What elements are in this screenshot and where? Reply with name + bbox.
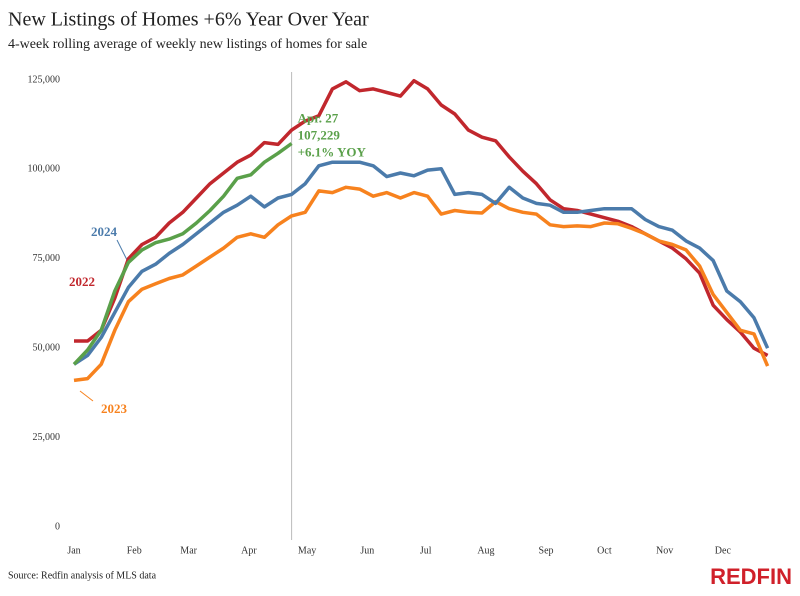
value-label: 107,229 [298,128,341,143]
chart-subtitle: 4-week rolling average of weekly new lis… [8,37,367,52]
y-tick-label: 100,000 [28,164,61,175]
series-label: 2024 [91,224,118,239]
annotation: Apr. 27 [298,111,339,126]
series-line [72,142,293,366]
x-tick-label: Aug [477,545,494,556]
x-tick-label: Jul [420,545,432,556]
source: Source: Redfin analysis of MLS data [8,570,157,581]
x-tick-label: Feb [127,545,142,556]
y-tick-label: 25,000 [33,432,61,443]
x-tick-label: May [298,545,316,556]
x-tick-label: Oct [597,545,612,556]
y-tick-label: 75,000 [33,253,61,264]
y-tick-label: 0 [55,521,60,532]
y-tick-label: 125,000 [28,74,61,85]
x-tick-label: Apr [241,545,257,556]
series-line [74,78,769,357]
x-tick-label: Jun [360,545,374,556]
chart-title: New Listings of Homes +6% Year Over Year [8,9,369,31]
x-tick-label: Dec [715,545,732,556]
x-tick-label: Sep [539,545,554,556]
brand-logo: REDFIN [710,564,792,589]
x-tick-label: Jan [67,545,80,556]
annotation: +6.1% YOY [298,145,367,160]
y-tick-label: 50,000 [33,342,61,353]
x-tick-label: Nov [656,545,673,556]
leader-line [79,390,94,402]
x-tick-label: Mar [180,545,197,556]
series-label: 2023 [101,401,128,416]
series-line [73,185,770,383]
series-line [73,160,770,366]
series-label: 2022 [69,274,95,289]
